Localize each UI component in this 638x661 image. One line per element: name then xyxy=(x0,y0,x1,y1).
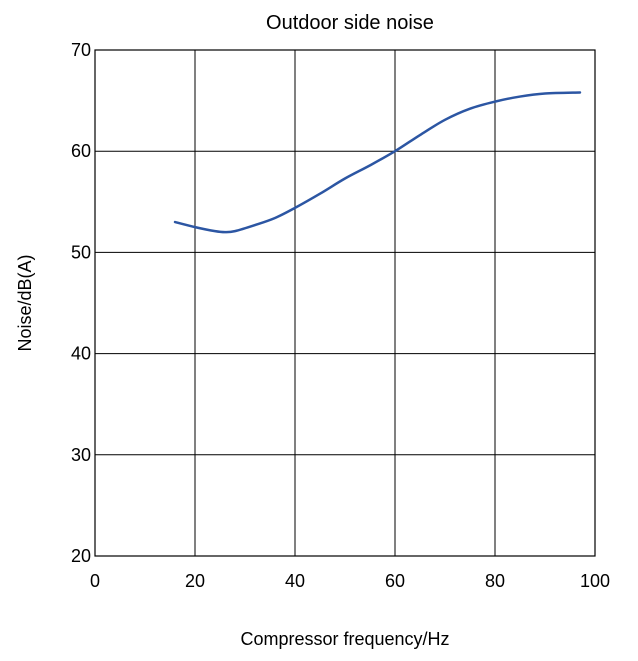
y-tick-label: 20 xyxy=(71,546,91,566)
plot-frame xyxy=(94,49,596,557)
x-axis-label: Compressor frequency/Hz xyxy=(240,629,449,649)
grid xyxy=(94,49,596,557)
x-tick-label: 20 xyxy=(185,571,205,591)
y-tick-label: 70 xyxy=(71,40,91,60)
x-tick-label: 60 xyxy=(385,571,405,591)
y-axis-ticks: 20 30 40 50 60 70 xyxy=(71,40,91,566)
y-tick-label: 50 xyxy=(71,242,91,262)
y-tick-label: 60 xyxy=(71,141,91,161)
y-axis-label: Noise/dB(A) xyxy=(15,254,35,351)
y-tick-label: 30 xyxy=(71,445,91,465)
x-tick-label: 0 xyxy=(90,571,100,591)
series-group xyxy=(173,91,582,234)
noise-curve xyxy=(173,91,582,234)
x-axis-ticks: 0 20 40 60 80 100 xyxy=(90,571,610,591)
x-tick-label: 40 xyxy=(285,571,305,591)
x-tick-label: 100 xyxy=(580,571,610,591)
x-tick-label: 80 xyxy=(485,571,505,591)
chart-title: Outdoor side noise xyxy=(266,12,434,34)
y-tick-label: 40 xyxy=(71,344,91,364)
